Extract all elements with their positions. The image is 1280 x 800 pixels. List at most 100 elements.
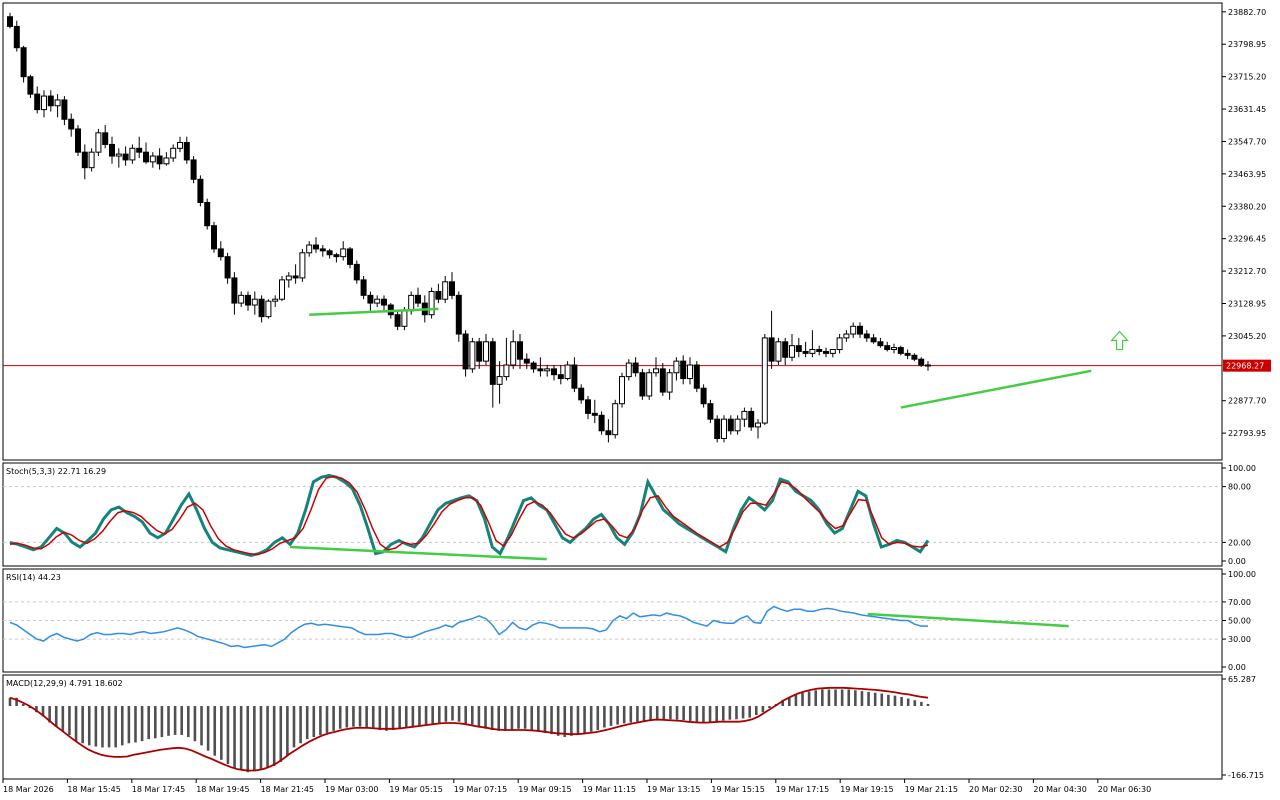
x-tick-label: 18 Mar 17:45 [132, 785, 185, 794]
candle-body [857, 325, 863, 335]
candle-body [816, 349, 823, 352]
stochastic-panel[interactable]: Stoch(5,3,3) 22.71 16.29 [6, 467, 930, 561]
rsi-line [9, 605, 928, 649]
candle-body [768, 337, 775, 362]
x-tick-label: 19 Mar 07:15 [454, 785, 507, 794]
candle-body [428, 290, 435, 316]
candle-body [680, 360, 687, 380]
price-y-tick-label: 23380.20 [1228, 202, 1266, 211]
candle-body [687, 364, 693, 380]
candle-body [884, 345, 891, 351]
x-tick-label: 18 Mar 2026 [3, 785, 54, 794]
candle-body [190, 159, 197, 180]
candle-body [761, 337, 768, 424]
candle-body [523, 358, 530, 364]
candle-body [360, 279, 367, 296]
candle-body [891, 347, 897, 351]
price-panel[interactable] [3, 12, 1222, 443]
candle-body [415, 294, 421, 304]
candle-body [27, 76, 34, 95]
rsi-y-tick-label: 70.00 [1228, 598, 1251, 607]
candle-body [700, 387, 707, 405]
price-y-tick-label: 23547.70 [1228, 137, 1266, 146]
candle-body [829, 349, 836, 354]
x-tick-label: 19 Mar 05:15 [389, 785, 442, 794]
candle-body [877, 341, 884, 347]
candle-body [333, 254, 340, 258]
candle-body [551, 368, 557, 376]
price-y-tick-label: 23045.20 [1228, 332, 1266, 341]
price-y-tick-label: 23631.45 [1228, 105, 1266, 114]
candle-body [449, 281, 455, 296]
candle-body [340, 248, 347, 258]
candle-body [347, 248, 353, 265]
candle-body [721, 418, 727, 440]
stoch-title: Stoch(5,3,3) 22.71 16.29 [6, 467, 106, 476]
candle-body [673, 360, 680, 374]
candle-body [313, 244, 319, 250]
candle-body [476, 341, 483, 362]
price-y-tick-label: 23296.45 [1228, 235, 1266, 244]
price-trendline [900, 369, 1092, 409]
price-y-tick-label: 23128.95 [1228, 299, 1266, 308]
candle-body [7, 16, 13, 27]
candle-body [217, 248, 224, 258]
candle-body [714, 418, 721, 440]
candle-body [224, 256, 231, 279]
candle-body [462, 333, 469, 370]
candle-body [306, 244, 313, 254]
current-price-badge [1223, 359, 1271, 372]
candle-body [598, 414, 605, 432]
candle-body [435, 290, 442, 300]
candle-body [75, 128, 81, 153]
candle-body [483, 341, 489, 362]
candle-body [823, 350, 829, 354]
candle-body [367, 294, 374, 304]
candle-body [401, 310, 408, 327]
candle-body [775, 341, 782, 362]
candle-body [748, 410, 755, 428]
candle-body [442, 281, 449, 300]
candle-body [693, 364, 700, 389]
rsi-panel[interactable]: RSI(14) 44.23 [6, 573, 1069, 649]
candle-body [530, 362, 537, 370]
candle-body [292, 275, 299, 279]
macd-panel[interactable]: MACD(12,29,9) 4.791 18.602 [6, 679, 930, 773]
stoch-trendline [290, 545, 547, 561]
candle-body [653, 368, 659, 374]
buy-arrow-icon [1110, 330, 1129, 351]
candle-body [802, 350, 809, 354]
candle-body [734, 418, 741, 432]
x-tick-label: 20 Mar 02:30 [969, 785, 1022, 794]
candle-body [272, 298, 279, 302]
candle-body [197, 178, 204, 203]
rsi-y-tick-label: 50.00 [1228, 617, 1251, 626]
macd-y-tick-label: 65.287 [1228, 675, 1256, 684]
stoch-y-tick-label: 80.00 [1228, 483, 1251, 492]
x-tick-label: 19 Mar 09:15 [518, 785, 571, 794]
x-tick-label: 20 Mar 04:30 [1033, 785, 1086, 794]
candle-body [619, 376, 625, 405]
x-tick-label: 19 Mar 21:15 [905, 785, 958, 794]
candle-body [177, 142, 183, 149]
candle-body [258, 298, 265, 318]
candle-body [578, 387, 585, 401]
macd-y-tick-label: -166.715 [1228, 771, 1264, 780]
x-tick-label: 20 Mar 06:30 [1098, 785, 1151, 794]
macd-title: MACD(12,29,9) 4.791 18.602 [6, 679, 123, 688]
candle-body [381, 298, 387, 306]
x-tick-label: 19 Mar 17:15 [776, 785, 829, 794]
candle-body [904, 352, 911, 356]
candle-body [54, 99, 61, 107]
candle-body [109, 143, 115, 157]
candle-body [408, 294, 415, 312]
candle-body [156, 155, 163, 165]
candle-body [646, 372, 653, 397]
candle-body [163, 157, 170, 165]
candle-body [782, 341, 789, 358]
candle-body [102, 132, 109, 145]
candle-body [299, 252, 306, 279]
candle-body [319, 248, 326, 252]
candle-body [41, 95, 47, 111]
